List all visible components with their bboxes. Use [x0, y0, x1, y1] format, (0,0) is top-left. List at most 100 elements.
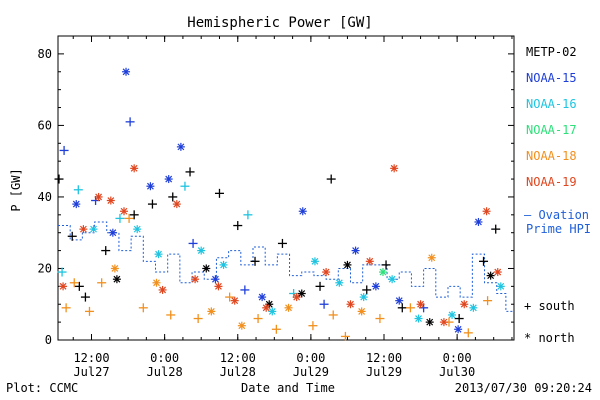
star-stroke [133, 225, 141, 233]
data-point-south [240, 285, 250, 295]
data-point-north [371, 282, 380, 291]
data-point-north [89, 225, 98, 234]
x-tick-time-label: 12:00 [220, 351, 256, 365]
data-point-north [197, 246, 206, 255]
data-point-south [362, 285, 372, 295]
data-point-north [164, 175, 173, 184]
y-axis-label: P [GW] [9, 168, 23, 211]
series-noaa-17 [378, 268, 387, 277]
data-point-south [129, 210, 139, 220]
star-stroke [390, 164, 398, 172]
x-tick-date-label: Jul29 [366, 365, 402, 379]
data-point-south [250, 256, 260, 266]
data-point-south [84, 306, 94, 316]
legend-south-marker: + south [524, 299, 575, 313]
data-point-north [390, 164, 399, 173]
star-stroke [285, 304, 292, 312]
data-point-south [73, 185, 83, 195]
legend-item-noaa-18: NOAA-18 [526, 149, 577, 163]
y-tick-label: 20 [38, 261, 52, 275]
y-tick-label: 80 [38, 47, 52, 61]
data-point-north [298, 207, 307, 216]
data-point-north [388, 275, 397, 284]
star-stroke [146, 182, 154, 190]
legend: METP-02 NOAA-15 NOAA-16 NOAA-17 NOAA-18 NOAA-… [524, 45, 591, 345]
x-tick-date-label: Jul28 [147, 365, 183, 379]
star-stroke [262, 304, 270, 312]
star-stroke [155, 250, 162, 258]
legend-item-metp-02: METP-02 [526, 45, 577, 59]
data-point-north [346, 300, 355, 309]
data-point-north [292, 293, 301, 302]
legend-north-marker: * north [524, 331, 575, 345]
star-stroke [395, 297, 403, 305]
x-axis-label: Date and Time [241, 381, 335, 395]
star-stroke [366, 257, 374, 265]
star-stroke [165, 175, 173, 183]
series-metp-02 [54, 167, 501, 327]
data-point-north [351, 246, 360, 255]
data-point-north [493, 268, 502, 277]
data-point-north [94, 192, 103, 201]
data-point-north [146, 182, 155, 191]
data-point-north [284, 303, 293, 312]
x-tick-date-label: Jul29 [293, 365, 329, 379]
star-stroke [311, 257, 319, 265]
star-stroke [215, 282, 222, 290]
data-point-north [172, 200, 181, 209]
star-stroke [460, 300, 468, 308]
data-point-north [230, 296, 239, 305]
data-point-south [397, 303, 407, 313]
star-stroke [417, 300, 424, 308]
data-point-south [101, 246, 111, 256]
star-stroke [197, 247, 205, 255]
data-point-north [110, 264, 119, 273]
star-stroke [111, 265, 119, 272]
x-tick-date-label: Jul28 [220, 365, 256, 379]
data-point-north [482, 207, 491, 216]
data-point-south [80, 292, 90, 302]
data-point-south [214, 188, 224, 198]
data-point-south [74, 281, 84, 291]
ovation-hpi-path [58, 221, 514, 312]
star-stroke [293, 293, 301, 301]
data-point-north [378, 268, 387, 277]
data-point-north [59, 282, 68, 291]
star-stroke [298, 290, 306, 297]
star-stroke [426, 318, 434, 326]
star-stroke [95, 193, 103, 201]
star-stroke [191, 275, 199, 283]
data-point-north [359, 293, 368, 302]
data-point-south [315, 281, 325, 291]
data-point-north [79, 225, 88, 234]
data-point-north [414, 314, 423, 323]
data-point-south [124, 213, 134, 223]
x-tick-date-label: Jul30 [439, 365, 475, 379]
data-point-south [463, 328, 473, 338]
data-point-south [97, 278, 107, 288]
star-stroke [159, 286, 167, 294]
y-tick-label: 40 [38, 190, 52, 204]
data-point-north [416, 300, 425, 309]
data-point-north [112, 275, 121, 284]
star-stroke [475, 218, 482, 226]
legend-ovation-label: — Ovation [524, 208, 589, 222]
data-point-south [59, 145, 69, 155]
data-point-south [381, 260, 391, 270]
data-point-north [202, 264, 211, 273]
star-stroke [207, 307, 215, 315]
star-stroke [322, 268, 330, 276]
star-stroke [258, 293, 266, 301]
data-point-north [448, 310, 457, 319]
data-point-north [262, 303, 271, 312]
data-point-north [207, 307, 216, 316]
data-point-north [152, 278, 161, 287]
star-stroke [173, 200, 181, 208]
star-stroke [454, 325, 462, 333]
x-tick-time-label: 0:00 [296, 351, 325, 365]
data-point-north [154, 250, 163, 259]
data-point-north [335, 278, 344, 287]
star-stroke [483, 207, 491, 215]
star-stroke [72, 200, 80, 208]
star-stroke [415, 315, 422, 322]
